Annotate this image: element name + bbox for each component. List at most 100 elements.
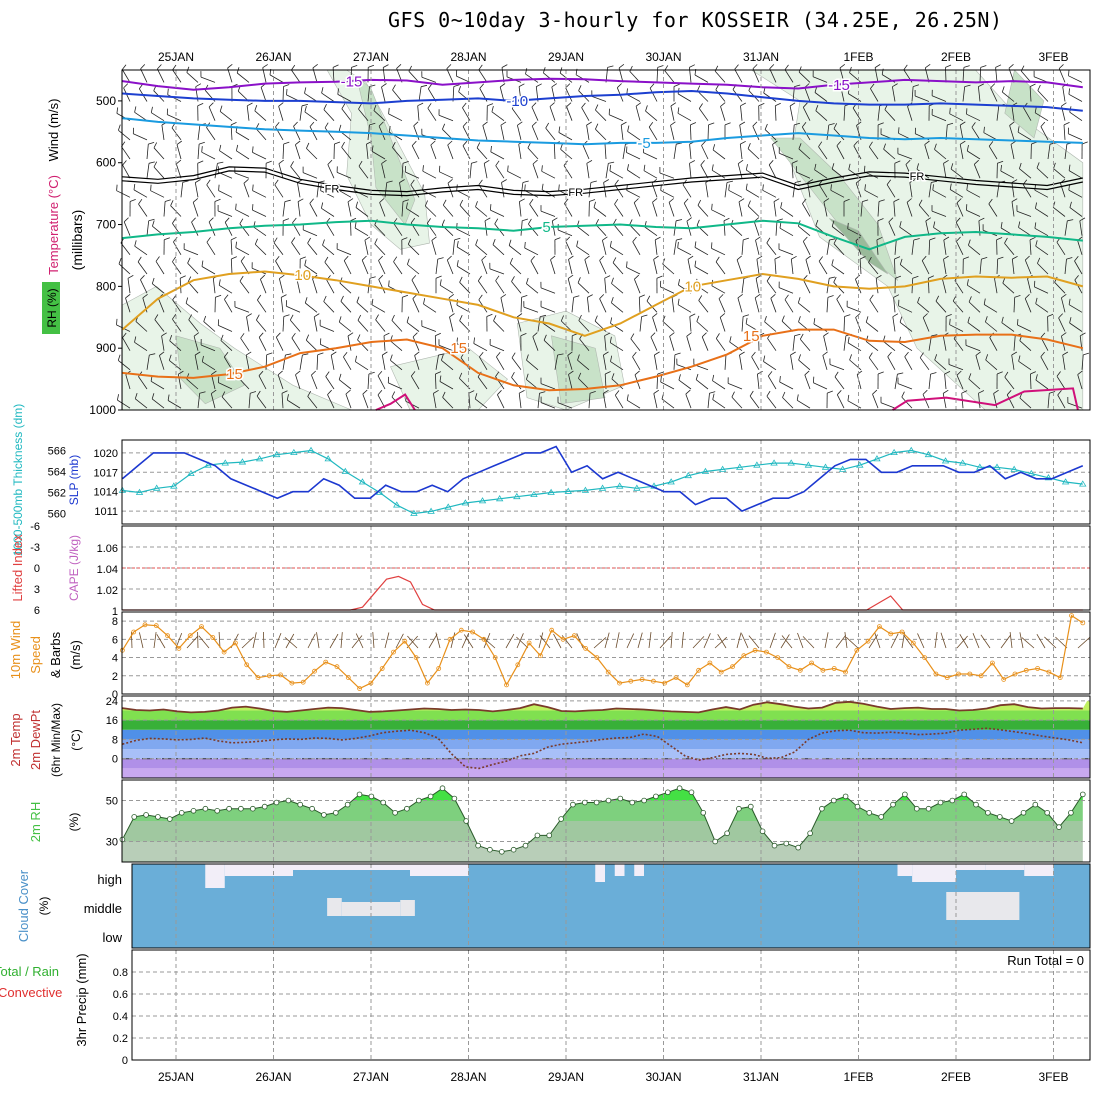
wind-barb <box>525 248 538 255</box>
wind-barb <box>690 144 691 159</box>
wind-barb <box>235 173 249 178</box>
middle-cloud-block <box>400 900 415 916</box>
wind-barb <box>640 317 642 332</box>
wind-barb-flag <box>671 122 676 126</box>
wind-barb-flag <box>630 219 633 224</box>
wind-barb <box>375 244 385 255</box>
date-label-top: 1FEB <box>843 50 873 64</box>
wind-barb-flag <box>878 372 884 374</box>
contour-label: 15 <box>743 328 760 345</box>
wind-barb-flag <box>442 220 444 226</box>
wind-barb-flag <box>738 160 743 164</box>
wind-barb <box>365 240 368 255</box>
wind-barb-flag <box>627 394 628 400</box>
wind-barb-flag <box>763 184 764 190</box>
wind-barb <box>1070 112 1082 121</box>
wind-barb <box>266 355 267 370</box>
wind-barb-flag <box>284 142 290 144</box>
wind-barb <box>343 357 351 370</box>
wind-barb <box>231 259 232 274</box>
wind-barb <box>257 300 266 312</box>
wind-barb-flag <box>342 104 345 109</box>
surface-wind-barb <box>605 633 609 648</box>
wind-barb <box>623 144 625 159</box>
wind-barb <box>600 260 606 274</box>
wind-barb-flag <box>241 257 245 262</box>
wind-barb-flag <box>799 316 801 322</box>
wind-barb-flag <box>687 218 692 222</box>
rh-marker <box>191 808 196 813</box>
wind-barb <box>686 394 691 408</box>
rh-marker <box>345 802 350 807</box>
wind-barb <box>587 297 589 312</box>
lifted-index-axis-label: Lifted Index <box>10 534 25 602</box>
wind-barb-flag <box>186 298 188 304</box>
rh-marker <box>926 806 931 811</box>
pressure-axis-label: (millibars) <box>69 210 85 271</box>
wind-barb-flag <box>432 237 437 241</box>
wind-barb-flag <box>785 295 789 300</box>
rh-marker <box>452 796 457 801</box>
wind-barb <box>187 72 198 82</box>
wind-barb <box>291 70 300 82</box>
wind-barb-flag <box>407 317 409 323</box>
surface-wind-barb <box>1055 637 1067 648</box>
wind-barb-flag <box>285 354 291 355</box>
high-cloud-block <box>615 864 625 876</box>
wind-barb-flag <box>449 294 454 298</box>
wind-barb-flag <box>421 85 427 86</box>
wind-barb-flag <box>236 145 237 151</box>
wind-barb-flag <box>255 239 257 245</box>
wind-barb-flag <box>293 218 297 223</box>
surface-wind-barb <box>737 633 741 649</box>
wind-barb-flag <box>837 295 841 300</box>
wind-barb-flag <box>119 258 121 264</box>
wind-barb-flag <box>355 356 356 362</box>
wind-barb-flag <box>310 122 314 127</box>
precip-convective-label: Convective <box>0 985 62 1000</box>
wind-barb-flag <box>654 390 659 393</box>
cloud-level-label: middle <box>84 901 122 916</box>
high-cloud-block <box>634 864 644 876</box>
wind-barb-flag <box>501 294 506 297</box>
wind-barb <box>521 297 522 312</box>
wind-barb-flag <box>611 317 612 323</box>
surface-wind-barb <box>981 635 990 648</box>
wind-barb-flag <box>154 143 157 148</box>
wind-barb <box>798 303 810 312</box>
wind-barb <box>893 317 895 332</box>
wind-barb <box>835 377 844 389</box>
wind-barb <box>720 317 725 331</box>
precip-total-label: Total / Rain <box>0 964 59 979</box>
wind-barb-flag <box>257 295 260 300</box>
wind-barb <box>237 73 249 82</box>
cape-tick-label: 1.02 <box>97 585 118 597</box>
wind-barb <box>1069 76 1083 83</box>
wind-barb-flag <box>275 180 278 185</box>
wind-barb-flag <box>653 313 658 317</box>
wind-barb-flag <box>202 261 203 267</box>
wind-barb <box>351 221 352 236</box>
date-label-bottom: 3FEB <box>1038 1070 1068 1084</box>
wind-barb <box>600 299 606 313</box>
wind-barb <box>432 240 436 254</box>
wind-barb-flag <box>617 84 621 88</box>
wind-barb-flag <box>644 165 645 171</box>
contour-label: 10 <box>294 267 311 284</box>
contour-label: 10 <box>684 278 701 295</box>
wind-barb-flag <box>424 298 425 304</box>
wind-barb <box>320 326 334 332</box>
wind-barb <box>431 145 436 159</box>
run-total-label: Run Total = 0 <box>1007 953 1084 968</box>
wind-barb <box>202 267 215 275</box>
wind-barb <box>634 203 640 217</box>
wind-barb-flag <box>290 315 293 320</box>
wind-barb-flag <box>819 257 823 262</box>
wind-barb-flag <box>390 355 392 361</box>
wind-barb <box>391 341 403 351</box>
surface-wind-barb <box>317 632 320 648</box>
wind-barb-flag <box>769 160 773 165</box>
wind-barb-flag <box>695 261 696 267</box>
wind-barb <box>186 303 198 312</box>
